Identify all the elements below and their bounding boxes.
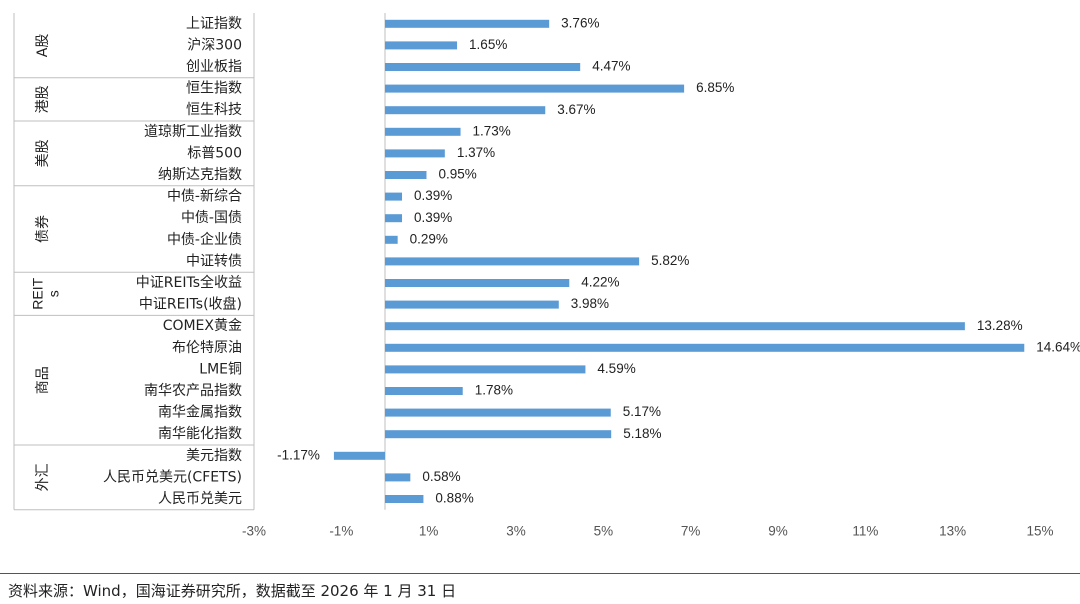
bar (385, 84, 685, 93)
category-label: 布伦特原油 (172, 340, 242, 356)
bar (385, 214, 403, 223)
category-label: 中债-企业债 (167, 231, 242, 248)
category-label: 中债-新综合 (167, 189, 242, 205)
bar (385, 106, 546, 115)
group-label: 商品 (35, 366, 51, 394)
data-label: 3.76% (561, 15, 599, 30)
data-label: 14.64% (1036, 339, 1080, 354)
data-label: 0.88% (435, 491, 473, 506)
group-label: 港股 (35, 85, 51, 113)
group-label-reits-suffix: s (46, 290, 62, 297)
bar (385, 279, 570, 287)
bar (385, 63, 581, 71)
data-label: 4.59% (597, 361, 635, 376)
group-label: A股 (35, 34, 51, 58)
category-label: 人民币兑美元 (158, 491, 242, 507)
bar (385, 41, 458, 50)
bar (333, 451, 385, 460)
category-label: 中证REITs(收盘) (139, 296, 242, 313)
data-label: 5.82% (651, 253, 689, 268)
category-label: 上证指数 (186, 16, 242, 32)
x-tick-label: 1% (419, 524, 439, 539)
bar (385, 473, 411, 482)
category-label: 创业板指 (186, 59, 242, 75)
x-tick-label: -3% (242, 524, 266, 539)
group-label-reits: REIT (30, 277, 46, 309)
source-note: 资料来源：Wind，国海证券研究所，数据截至 2026 年 1 月 31 日 (8, 582, 457, 600)
data-label: 1.37% (457, 145, 495, 160)
bar (385, 171, 427, 179)
category-label: 南华金属指数 (158, 405, 242, 421)
x-tick-label: 3% (506, 524, 526, 539)
data-label: 13.28% (977, 318, 1023, 333)
x-tick-label: 9% (768, 524, 788, 539)
data-label: 5.18% (623, 426, 661, 441)
bar (385, 149, 445, 158)
bar (385, 408, 611, 417)
bar (385, 300, 559, 309)
data-label: 1.73% (473, 123, 511, 138)
bar (385, 495, 424, 503)
category-label: 沪深300 (187, 37, 242, 53)
data-label: 1.65% (469, 37, 507, 52)
source-divider (0, 573, 1080, 574)
category-label: 纳斯达克指数 (158, 167, 242, 183)
category-label: LME铜 (199, 361, 242, 377)
x-tick-label: 5% (594, 524, 614, 539)
bar (385, 257, 640, 266)
category-label: 人民币兑美元(CFETS) (103, 469, 242, 485)
data-label: 0.58% (422, 469, 460, 484)
bar (385, 19, 550, 28)
group-label: 美股 (35, 139, 51, 167)
bar (385, 365, 586, 374)
data-label: 3.67% (557, 102, 595, 117)
x-tick-label: 13% (939, 524, 966, 539)
x-tick-label: 15% (1026, 524, 1053, 539)
category-label: 恒生指数 (186, 81, 242, 97)
data-label: 4.47% (592, 59, 630, 74)
bar (385, 127, 461, 136)
data-label: -1.17% (277, 447, 320, 462)
category-label: 南华能化指数 (158, 426, 242, 442)
category-label: COMEX黄金 (163, 317, 242, 334)
data-label: 4.22% (581, 275, 619, 290)
data-label: 6.85% (696, 80, 734, 95)
bar (385, 235, 398, 244)
category-label: 南华农产品指数 (144, 383, 242, 399)
x-tick-label: -1% (329, 524, 353, 539)
category-label: 中证REITs全收益 (136, 274, 242, 291)
data-label: 0.39% (414, 188, 452, 203)
data-label: 0.95% (438, 167, 476, 182)
bar (385, 322, 965, 331)
data-label: 0.39% (414, 210, 452, 225)
bar (385, 343, 1025, 352)
category-label: 美元指数 (186, 448, 242, 464)
x-tick-label: 7% (681, 524, 701, 539)
data-label: 3.98% (571, 296, 609, 311)
bar (385, 387, 463, 395)
category-label: 中债-国债 (181, 210, 242, 226)
data-label: 0.29% (410, 231, 448, 246)
bar (385, 430, 612, 439)
category-label: 道琼斯工业指数 (144, 124, 242, 140)
category-label: 恒生科技 (186, 102, 242, 118)
data-label: 5.17% (623, 404, 661, 419)
category-label: 标普500 (187, 145, 242, 161)
bar (385, 192, 403, 201)
data-label: 1.78% (475, 383, 513, 398)
group-label: 外汇 (35, 463, 51, 491)
group-label: 债券 (35, 215, 51, 243)
category-label: 中证转债 (186, 253, 242, 269)
x-tick-label: 11% (852, 524, 878, 539)
